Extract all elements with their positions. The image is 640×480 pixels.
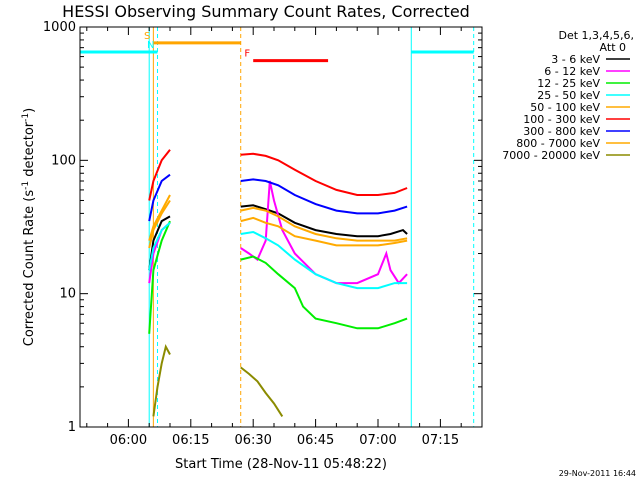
series-line — [240, 178, 408, 215]
x-tick-label: 06:15 — [172, 433, 209, 448]
series-line — [240, 230, 408, 290]
legend-entry-label: 3 - 6 keV — [551, 53, 600, 66]
x-tick-label: 06:45 — [297, 433, 334, 448]
chart-title: HESSI Observing Summary Count Rates, Cor… — [62, 2, 470, 21]
flag-label: N — [147, 40, 154, 51]
series-line — [240, 206, 408, 242]
plot-area: NS F — [80, 27, 475, 427]
series-line — [148, 173, 171, 222]
y-axis-label: Corrected Count Rate (s-1 detector-1) — [21, 108, 37, 346]
x-tick-label: 06:30 — [234, 433, 271, 448]
series-line — [148, 194, 171, 241]
legend-entry-label: 7000 - 20000 keV — [502, 149, 600, 162]
legend-entry-label: 300 - 800 keV — [523, 125, 600, 138]
x-axis-label: Start Time (28-Nov-11 05:48:22) — [175, 457, 387, 472]
series-line — [148, 149, 171, 201]
x-tick-label: 07:00 — [359, 433, 396, 448]
series-line — [240, 366, 284, 417]
y-tick-label: 1 — [68, 420, 76, 435]
legend-entry-label: 50 - 100 keV — [530, 101, 600, 114]
legend-entry-label: 800 - 7000 keV — [516, 137, 600, 150]
y-tick-label: 100 — [51, 153, 76, 168]
series-line — [148, 220, 171, 334]
ticks: 1 10 100 1000 06:00 06:15 06:30 06:45 07:00 07:15 — [43, 20, 483, 448]
legend-entry-label: 25 - 50 keV — [537, 89, 600, 102]
x-tick-label: 07:15 — [422, 433, 459, 448]
series-line — [240, 152, 408, 196]
timestamp: 29-Nov-2011 16:44 — [559, 469, 636, 478]
series-line — [148, 222, 171, 271]
series-line — [240, 216, 408, 247]
legend-header-line1: Det 1,3,4,5,6, — [558, 29, 634, 42]
series-line — [240, 180, 408, 285]
legend-entry-label: 6 - 12 keV — [544, 65, 600, 78]
series-line — [240, 255, 408, 330]
series-line — [152, 343, 171, 417]
legend-entry-label: 12 - 25 keV — [537, 77, 600, 90]
flag-label: F — [244, 49, 250, 60]
y-tick-label: 10 — [59, 287, 76, 302]
legend-header-line2: Att 0 — [600, 41, 626, 54]
plot-frame — [79, 26, 483, 428]
flag-label: S — [144, 31, 150, 42]
legend-entry-label: 100 - 300 keV — [523, 113, 600, 126]
series-line — [240, 204, 408, 238]
series-line — [148, 199, 171, 249]
x-tick-label: 06:00 — [110, 433, 147, 448]
y-tick-label: 1000 — [43, 20, 76, 35]
